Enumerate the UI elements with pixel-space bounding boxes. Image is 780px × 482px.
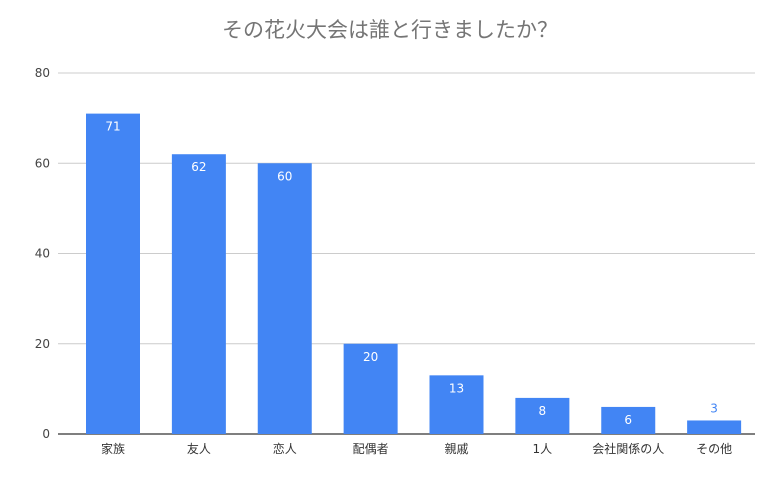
data-label: 60 <box>277 169 292 183</box>
data-label: 62 <box>191 160 206 174</box>
y-tick-label: 80 <box>35 66 50 80</box>
bar <box>515 397 570 434</box>
category-label: 会社関係の人 <box>592 441 664 456</box>
data-label: 3 <box>710 401 718 415</box>
bar <box>86 113 140 435</box>
y-tick-label: 40 <box>35 247 50 261</box>
bar <box>601 406 656 434</box>
category-label: その他 <box>696 442 732 456</box>
bar <box>687 420 742 434</box>
bar <box>257 163 312 434</box>
bar <box>343 343 398 434</box>
data-label: 13 <box>449 381 464 395</box>
category-label: 親戚 <box>444 442 468 456</box>
category-label: 1人 <box>533 442 553 456</box>
y-tick-label: 0 <box>42 427 50 441</box>
category-label: 友人 <box>187 442 211 456</box>
category-label: 恋人 <box>273 441 297 456</box>
data-label: 6 <box>624 413 632 427</box>
chart-title: その花火大会は誰と行きましたか？ <box>222 18 558 42</box>
data-label: 8 <box>539 404 547 418</box>
bar <box>429 375 484 434</box>
y-tick-label: 60 <box>35 156 50 170</box>
bar <box>171 154 226 434</box>
data-label: 71 <box>105 120 120 134</box>
y-tick-label: 20 <box>35 337 50 351</box>
category-label: 家族 <box>101 441 125 456</box>
data-label: 20 <box>363 350 378 364</box>
category-label: 配偶者 <box>353 442 389 456</box>
